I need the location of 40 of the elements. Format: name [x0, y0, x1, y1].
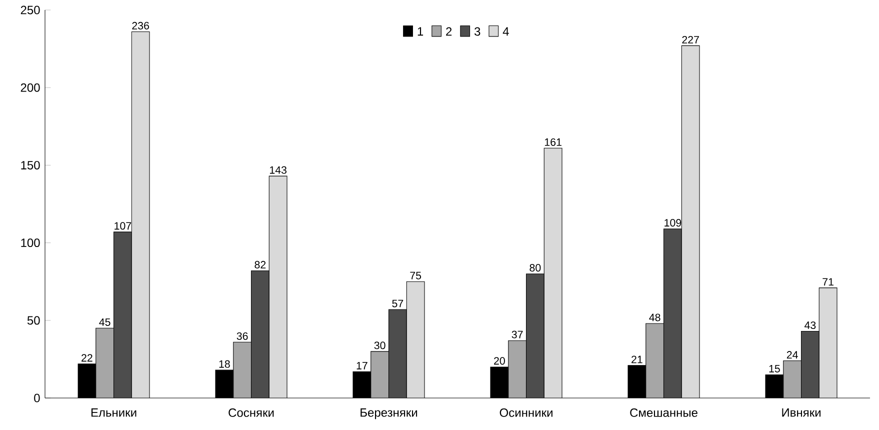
data-label: 24: [786, 351, 798, 358]
x-tick-label: Осинники: [500, 408, 552, 417]
legend-label: 4: [502, 27, 509, 36]
data-label: 80: [530, 264, 541, 272]
y-tick-label: 100: [21, 238, 40, 248]
data-label: 227: [682, 36, 699, 44]
data-label: 17: [356, 362, 368, 370]
data-label: 48: [649, 314, 660, 322]
x-tick-label: Сосняки: [228, 408, 274, 417]
x-tick-label: Ивняки: [782, 408, 820, 417]
legend-label: 3: [474, 27, 480, 36]
data-label: 43: [804, 321, 816, 329]
data-label: 36: [236, 332, 248, 340]
data-label: 20: [494, 357, 505, 365]
data-label: 22: [82, 354, 92, 362]
x-tick-label: Смешанные: [630, 408, 698, 417]
data-label: 21: [632, 356, 642, 364]
y-tick-label: 200: [20, 83, 40, 92]
data-label: 82: [254, 260, 266, 268]
legend-label: 2: [446, 27, 452, 36]
y-tick-label: 0: [34, 394, 40, 402]
data-label: 161: [544, 138, 562, 146]
data-label: 143: [270, 166, 286, 174]
data-label: 107: [114, 222, 132, 230]
x-tick-label: Ельники: [91, 408, 136, 417]
data-label: 57: [392, 300, 404, 308]
legend-label: 1: [418, 27, 424, 36]
data-label: 109: [664, 219, 682, 227]
data-label: 75: [410, 272, 422, 280]
x-tick-label: Березняки: [360, 408, 418, 420]
data-label: 30: [374, 342, 386, 350]
data-label: 37: [512, 330, 523, 338]
data-label: 45: [99, 318, 110, 326]
y-tick-label: 150: [21, 160, 40, 170]
data-label: 236: [132, 22, 149, 30]
data-label: 18: [219, 360, 230, 368]
y-tick-label: 250: [20, 6, 40, 14]
data-label: 15: [769, 365, 780, 372]
y-tick-label: 50: [27, 316, 40, 325]
data-label: 71: [822, 278, 834, 286]
